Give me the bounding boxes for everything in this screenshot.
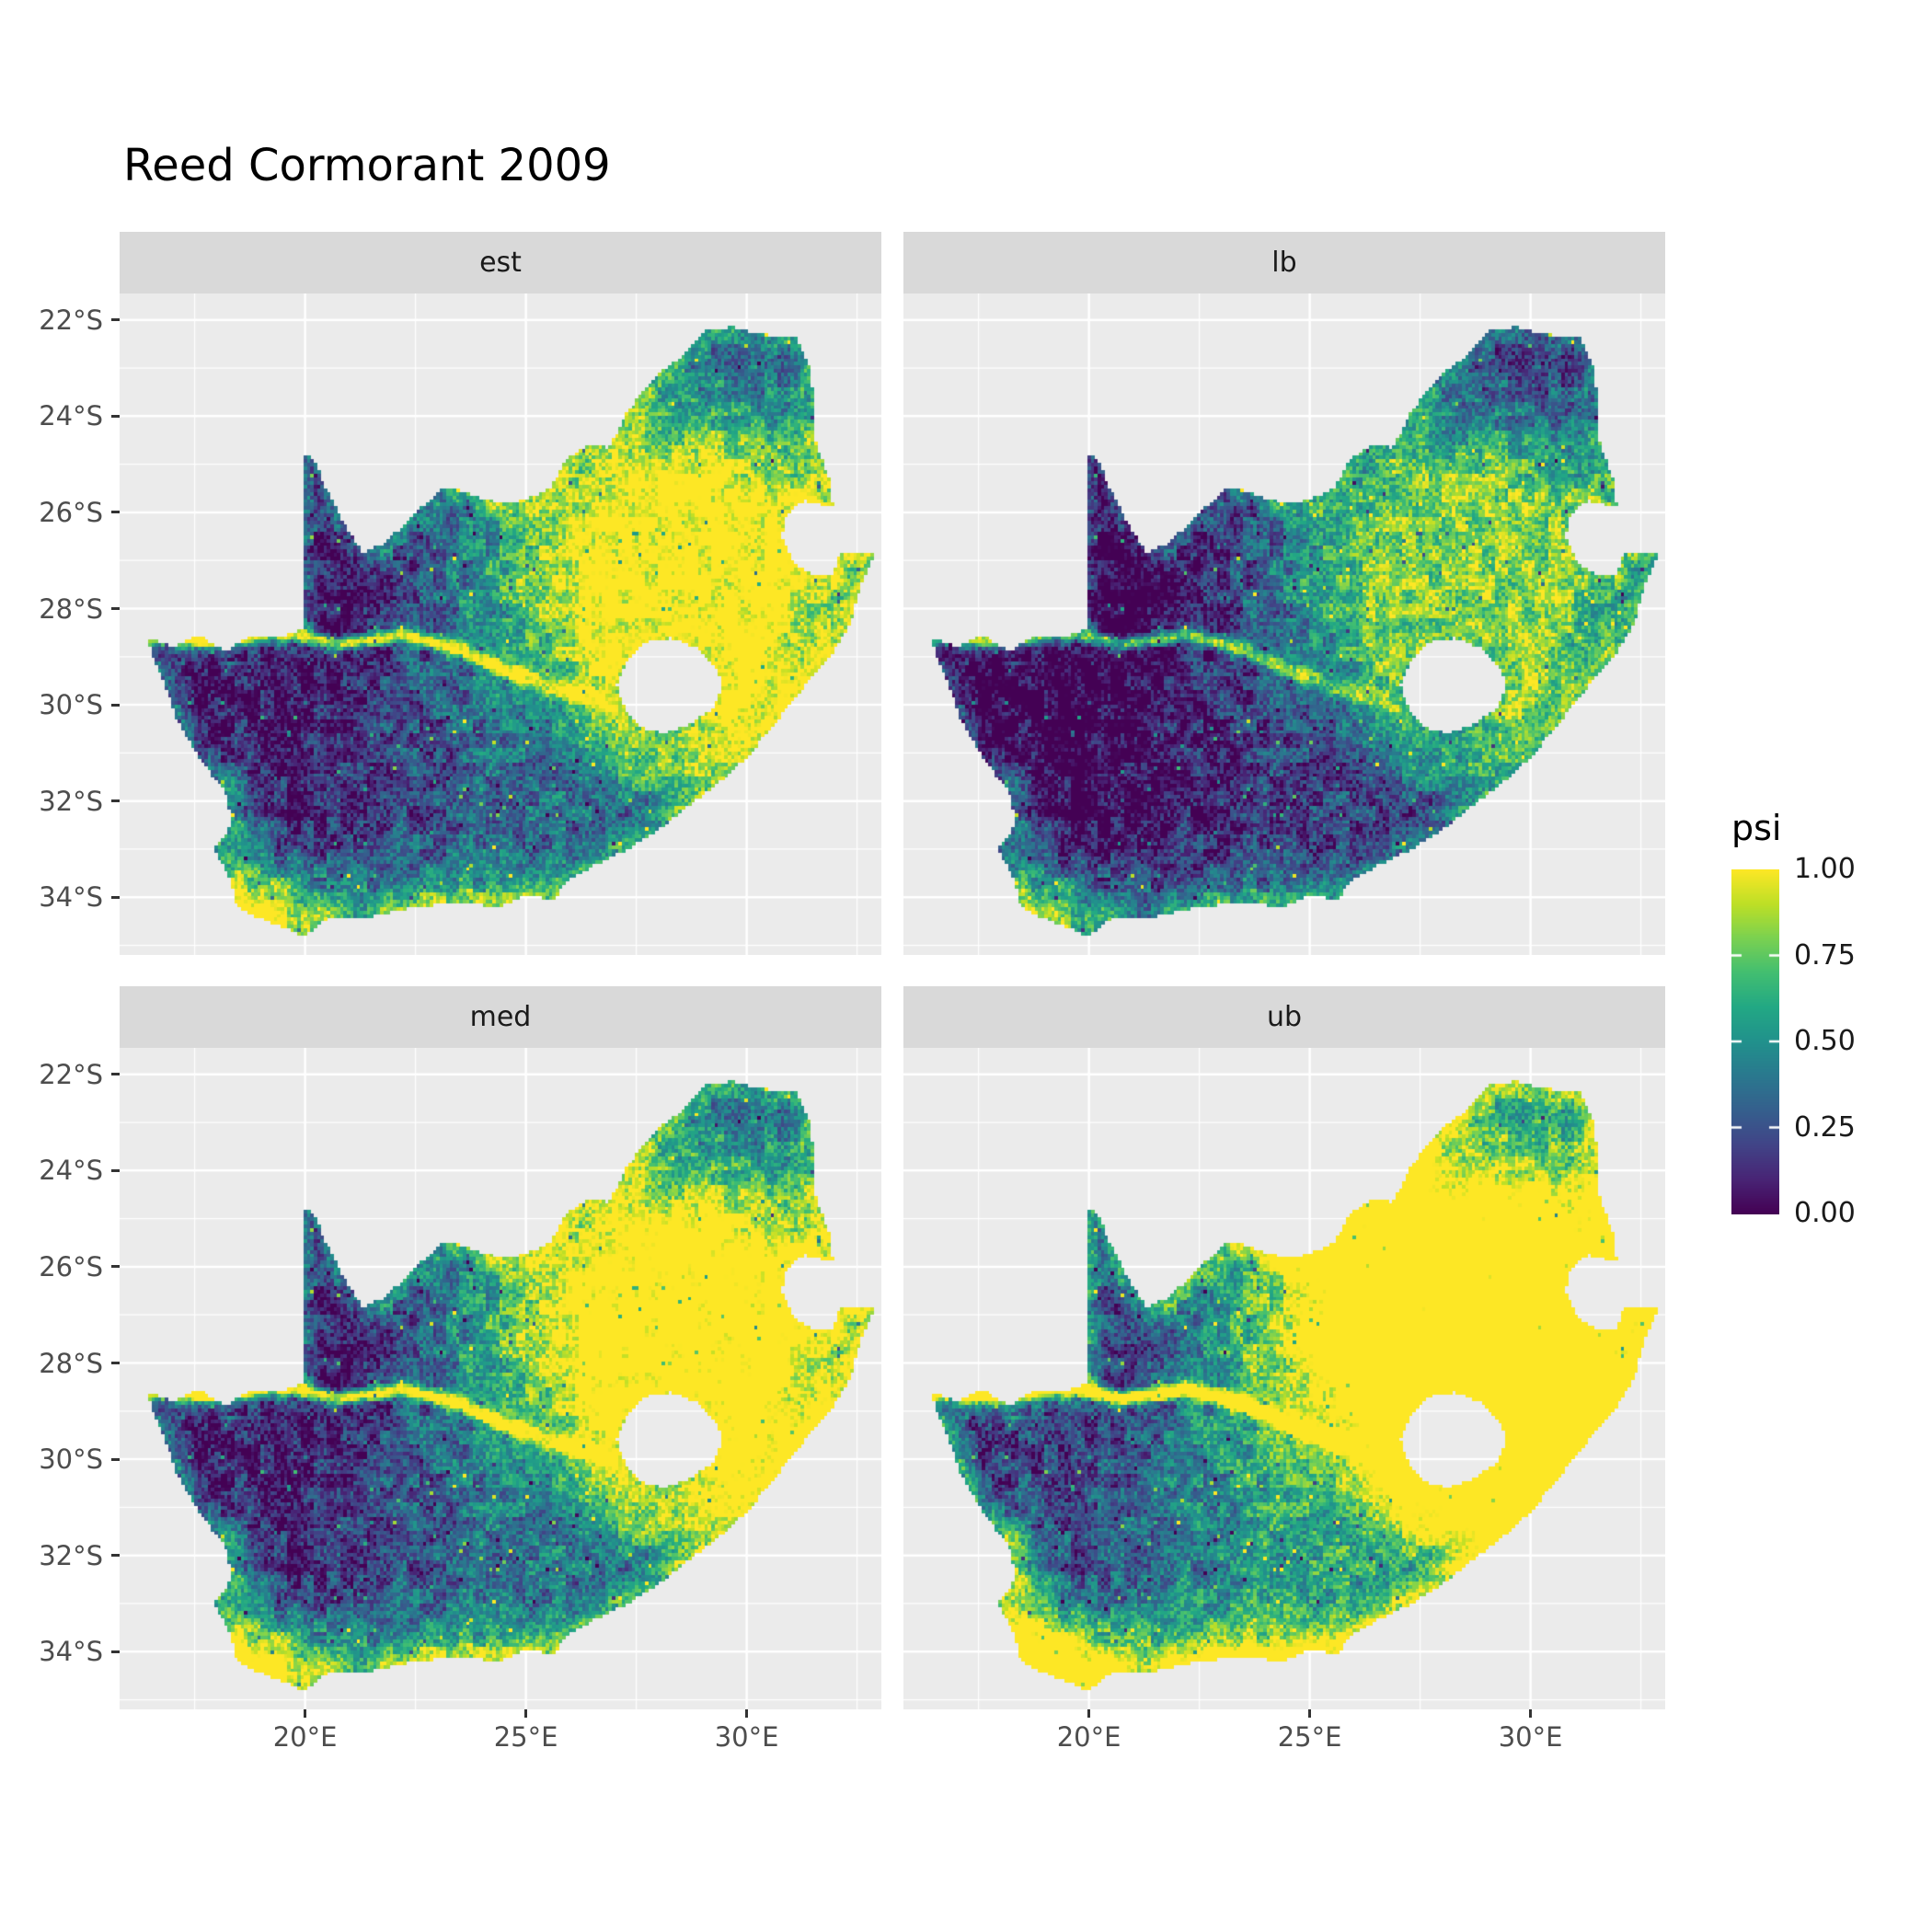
y-axis-tick <box>111 318 120 322</box>
x-axis-tick <box>745 1709 749 1718</box>
y-axis-tick <box>111 1362 120 1364</box>
map-panel-lb <box>903 293 1665 955</box>
y-axis-label: 22°S <box>39 304 103 336</box>
legend-tick-label: 0.75 <box>1794 938 1856 972</box>
x-axis-label: 20°E <box>272 1721 338 1753</box>
x-axis-tick <box>1529 1709 1533 1718</box>
chart-title: Reed Cormorant 2009 <box>123 140 611 191</box>
y-axis-label: 32°S <box>39 1539 103 1571</box>
y-axis-label: 34°S <box>39 1636 103 1668</box>
legend-tick-label: 1.00 <box>1794 853 1856 885</box>
y-axis-tick <box>111 1073 120 1076</box>
y-axis-tick <box>111 1457 120 1461</box>
legend-tick-label: 0.50 <box>1794 1025 1856 1057</box>
y-axis-tick <box>111 1650 120 1653</box>
y-axis-label: 28°S <box>39 1347 103 1379</box>
y-axis-label: 24°S <box>39 1155 103 1187</box>
y-axis-label: 28°S <box>39 592 103 625</box>
facet-strip-ub: ub <box>903 986 1665 1048</box>
facet-strip-med: med <box>120 986 881 1048</box>
y-axis-tick <box>111 414 120 418</box>
y-axis-label: 26°S <box>39 496 103 528</box>
y-axis-tick <box>111 1168 120 1172</box>
y-axis-tick <box>111 703 120 707</box>
facet-strip-est: est <box>120 232 881 293</box>
x-axis-tick <box>524 1709 528 1718</box>
facet-strip-lb: lb <box>903 232 1665 293</box>
x-axis-tick <box>1087 1709 1091 1718</box>
y-axis-label: 32°S <box>39 785 103 817</box>
y-axis-tick <box>111 511 120 514</box>
x-axis-label: 25°E <box>493 1721 558 1753</box>
y-axis-tick <box>111 607 120 610</box>
y-axis-label: 30°S <box>39 689 103 721</box>
y-axis-label: 30°S <box>39 1443 103 1476</box>
map-panel-ub <box>903 1048 1665 1709</box>
y-axis-label: 22°S <box>39 1058 103 1090</box>
x-axis-label: 30°E <box>1498 1721 1563 1753</box>
y-axis-label: 26°S <box>39 1250 103 1282</box>
map-panel-med <box>120 1048 881 1709</box>
x-axis-label: 30°E <box>714 1721 779 1753</box>
legend-tick-label: 0.00 <box>1794 1197 1856 1229</box>
x-axis-tick <box>304 1709 307 1718</box>
y-axis-tick <box>111 1265 120 1269</box>
y-axis-tick <box>111 1554 120 1558</box>
legend-colorbar <box>1731 869 1779 1214</box>
x-axis-label: 20°E <box>1056 1721 1121 1753</box>
x-axis-tick <box>1308 1709 1312 1718</box>
x-axis-label: 25°E <box>1277 1721 1342 1753</box>
map-panel-est <box>120 293 881 955</box>
legend-tick-label: 0.25 <box>1794 1110 1856 1144</box>
y-axis-label: 34°S <box>39 881 103 914</box>
y-axis-tick <box>111 895 120 899</box>
y-axis-tick <box>111 799 120 803</box>
y-axis-label: 24°S <box>39 400 103 432</box>
legend-title: psi <box>1731 808 1782 848</box>
